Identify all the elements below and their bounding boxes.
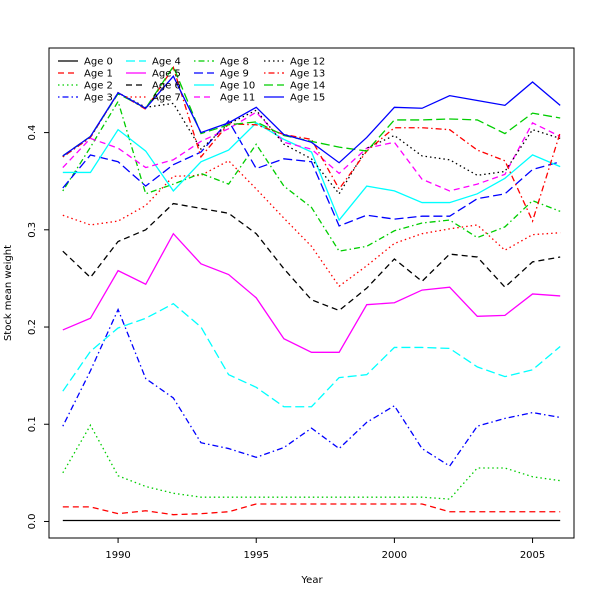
legend-label: Age 12 (290, 57, 325, 68)
legend-label: Age 0 (84, 57, 113, 68)
series-line-age-14 (62, 65, 561, 157)
y-tick-label: 0.2 (27, 319, 38, 335)
y-axis: 0.0 0.1 0.2 0.3 0.4 (27, 125, 49, 530)
legend-label: Age 10 (220, 81, 255, 92)
legend-label: Age 1 (84, 69, 113, 80)
x-tick-label: 1990 (105, 550, 130, 561)
x-tick-label: 1995 (244, 550, 269, 561)
y-tick-label: 0.0 (27, 514, 38, 530)
x-axis-title: Year (300, 575, 323, 586)
series-line-age-7 (62, 159, 561, 288)
y-axis-title: Stock mean weight (3, 245, 14, 341)
series-line-age-3 (62, 307, 561, 467)
x-axis: 1990 1995 2000 2005 (105, 538, 545, 561)
series-line-age-4 (62, 302, 561, 408)
legend-label: Age 3 (84, 93, 113, 104)
x-tick-label: 2005 (520, 550, 545, 561)
legend-label: Age 13 (290, 69, 325, 80)
legend-label: Age 8 (220, 57, 249, 68)
legend-label: Age 9 (220, 69, 249, 80)
y-tick-label: 0.3 (27, 222, 38, 238)
legend-label: Age 11 (220, 93, 255, 104)
series-line-age-10 (62, 122, 561, 222)
series-line-age-8 (62, 99, 561, 252)
plot-frame (48, 47, 575, 539)
legend-label: Age 2 (84, 81, 113, 92)
series-line-age-11 (62, 111, 561, 192)
legend-label: Age 15 (290, 93, 325, 104)
legend-label: Age 5 (152, 69, 181, 80)
series-line-age-9 (62, 119, 561, 227)
y-tick-label: 0.4 (27, 125, 38, 141)
series-line-age-1 (62, 503, 561, 516)
legend-label: Age 7 (152, 93, 181, 104)
legend-label: Age 6 (152, 81, 181, 92)
series-line-age-5 (62, 232, 561, 353)
legend-label: Age 14 (290, 81, 325, 92)
series-lines (62, 65, 561, 522)
x-tick-label: 2000 (382, 550, 407, 561)
series-line-age-15 (62, 75, 561, 164)
y-tick-label: 0.1 (27, 416, 38, 432)
legend-label: Age 4 (152, 57, 181, 68)
series-line-age-6 (62, 202, 561, 312)
